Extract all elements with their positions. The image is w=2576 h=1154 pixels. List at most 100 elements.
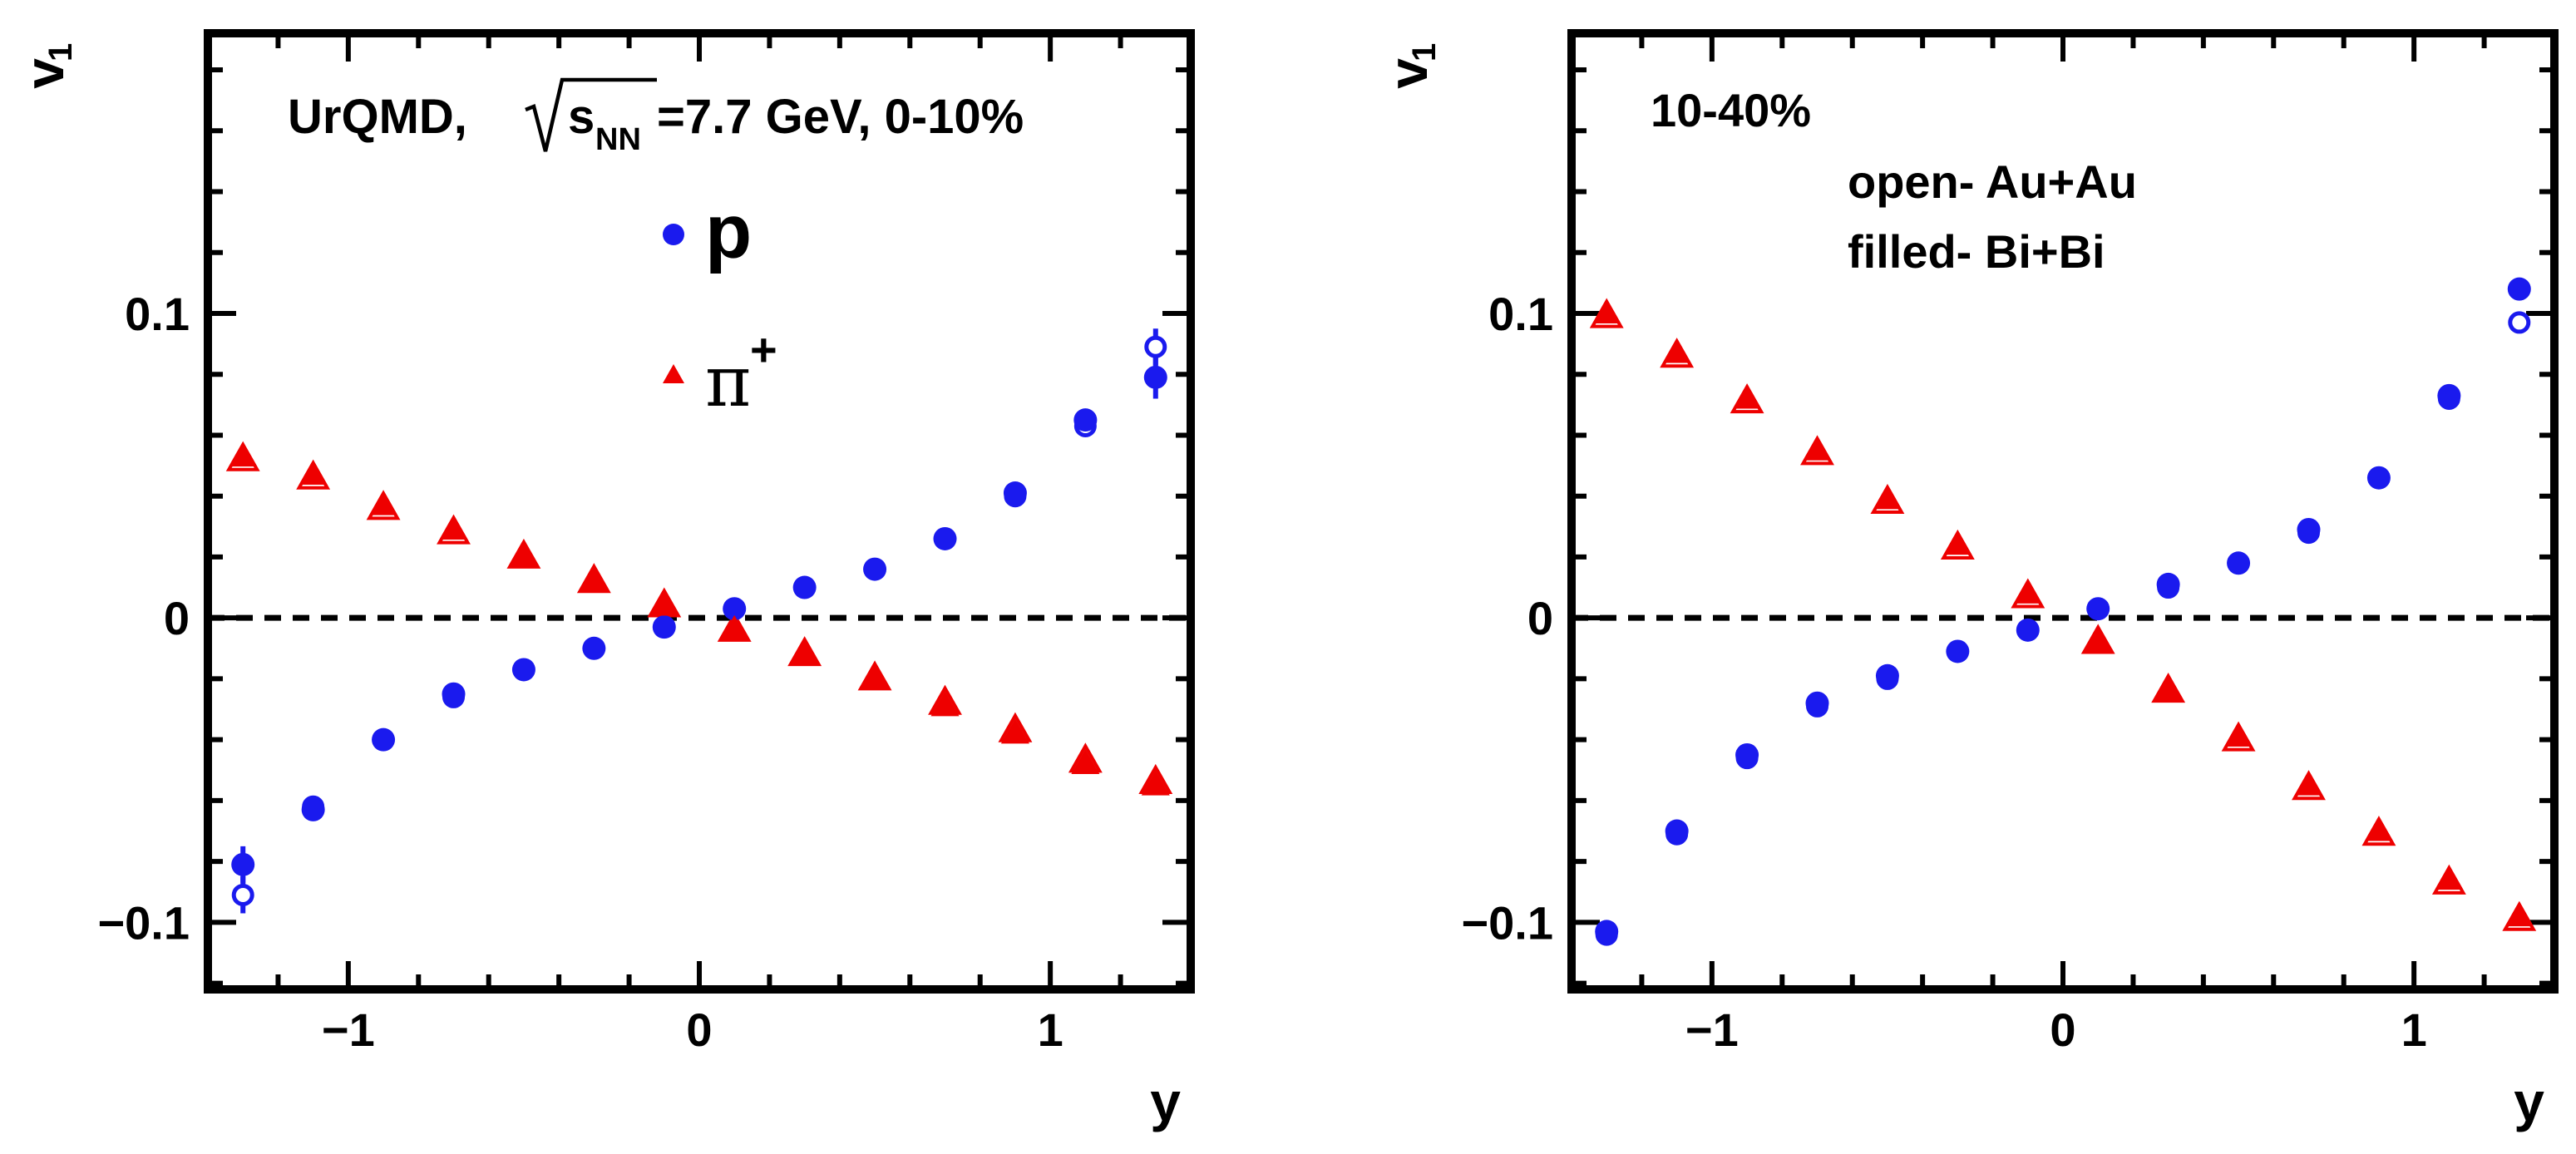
y-tick-label: 0.1 [1488, 288, 1553, 340]
data-point-filled-triangle [580, 566, 609, 592]
data-point-filled-triangle [930, 691, 960, 717]
data-point-filled-triangle [2154, 676, 2183, 702]
plot-area-right: −1 0 1 −0.1 0 0.1 [1461, 33, 2554, 1056]
data-point-filled-circle [1073, 408, 1098, 432]
data-point-filled-triangle [229, 441, 258, 467]
x-tick-label: 0 [686, 1004, 712, 1056]
data-point-filled-triangle [2435, 865, 2464, 890]
data-point-filled-circle [2507, 277, 2531, 301]
data-point-filled-circle [1946, 639, 1970, 663]
y-tick-label: 0.1 [125, 288, 190, 340]
legend-label-pi-sup: + [750, 323, 777, 376]
y-tick-label: −0.1 [97, 896, 190, 949]
data-point-filled-triangle [369, 490, 398, 515]
data-point-filled-triangle [2013, 578, 2042, 604]
data-point-filled-circle [442, 682, 466, 706]
data-point-filled-triangle [299, 460, 328, 486]
data-point-filled-circle [1805, 691, 1829, 715]
data-point-filled-triangle [1662, 338, 1691, 363]
annotation-energy: =7.7 GeV, 0-10% [657, 90, 1024, 144]
frame-left [204, 29, 1195, 994]
sqrt-sign [525, 77, 657, 152]
data-point-filled-triangle [1803, 435, 1832, 461]
data-point-filled-circle [1665, 819, 1689, 843]
x-axis-label-left: y [1150, 1071, 1181, 1132]
y-axis-label-text: v [13, 58, 75, 89]
series-pi+-BiBi-left [229, 441, 1170, 796]
legend-marker-pi [663, 364, 684, 383]
data-point-filled-circle [1595, 920, 1619, 944]
annotation-s: s [568, 90, 595, 144]
legend-label-pi: π [705, 341, 751, 422]
series-pi+-BiBi-right [1592, 298, 2534, 927]
data-point-open-circle [2508, 311, 2531, 334]
data-point-filled-circle [2437, 383, 2461, 407]
data-point-filled-circle [1003, 481, 1027, 505]
data-point-filled-circle [301, 797, 325, 821]
panel-right: −1 0 1 −0.1 0 0.1 v 1 y 10-40% open- Au+Au fi… [1377, 29, 2559, 1132]
data-point-filled-triangle [720, 614, 749, 640]
data-point-filled-triangle [2504, 901, 2534, 927]
data-point-filled-triangle [2084, 627, 2113, 653]
data-point-filled-triangle [439, 514, 468, 540]
data-point-filled-circle [1735, 742, 1759, 767]
x-axis-label-right: y [2514, 1071, 2544, 1132]
data-point-filled-circle [2227, 551, 2251, 575]
x-tick-label: 0 [2050, 1004, 2075, 1056]
note-open-right: open- Au+Au [1848, 155, 2137, 208]
data-point-open-circle [231, 883, 254, 906]
x-tick-label: 1 [1038, 1004, 1063, 1056]
data-point-filled-triangle [649, 590, 679, 616]
legend-label-p: p [705, 190, 752, 274]
data-point-filled-triangle [1873, 484, 1902, 510]
y-tick-label: 0 [164, 592, 190, 644]
data-point-filled-triangle [2294, 770, 2323, 796]
data-point-filled-circle [723, 597, 747, 621]
annotation-nn: NN [595, 122, 641, 157]
data-point-filled-triangle [1592, 298, 1621, 323]
data-point-filled-triangle [1733, 383, 1762, 409]
data-point-filled-circle [792, 575, 817, 599]
data-point-filled-triangle [2224, 722, 2253, 747]
data-point-filled-circle [1143, 365, 1167, 389]
data-point-filled-circle [231, 852, 255, 876]
data-point-filled-triangle [1000, 718, 1029, 744]
data-point-filled-triangle [2364, 816, 2393, 841]
annotation-left: UrQMD, s NN =7.7 GeV, 0-10% [288, 77, 1024, 157]
data-point-filled-triangle [1141, 770, 1170, 796]
panel-left: −1 0 1 −0.1 0 0.1 v 1 y UrQMD, s NN =7.7 GeV,… [13, 29, 1195, 1132]
data-point-filled-circle [2016, 618, 2040, 642]
frame-right [1567, 29, 2559, 994]
data-point-filled-triangle [1071, 748, 1100, 774]
y-axis-label-subscript: 1 [1406, 43, 1443, 62]
y-axis-label-text: v [1377, 58, 1439, 89]
y-axis-label-right: v 1 [1377, 43, 1443, 89]
data-point-filled-triangle [509, 541, 538, 567]
legend-left: p π + [663, 190, 777, 422]
data-point-filled-circle [2156, 572, 2180, 596]
data-point-filled-circle [933, 526, 957, 550]
x-tick-label: −1 [1685, 1004, 1739, 1056]
data-point-filled-circle [511, 658, 535, 682]
x-tick-label: 1 [2401, 1004, 2427, 1056]
data-point-filled-circle [2366, 466, 2391, 490]
data-point-filled-circle [652, 615, 676, 639]
data-point-open-circle [1144, 335, 1167, 358]
annotation-centrality-right: 10-40% [1651, 84, 1811, 136]
data-point-filled-circle [1875, 663, 1899, 688]
data-point-filled-circle [582, 636, 606, 660]
series-p-AuAu-left [231, 328, 1167, 914]
plot-area-left: −1 0 1 −0.1 0 0.1 [97, 33, 1191, 1056]
y-axis-label-left: v 1 [13, 43, 79, 89]
series-p-BiBi-right [1595, 277, 2531, 944]
series-p-BiBi-left [231, 356, 1167, 883]
data-point-filled-circle [2297, 517, 2321, 541]
data-point-filled-circle [863, 557, 887, 581]
data-point-filled-circle [372, 727, 396, 752]
y-tick-label: 0 [1527, 592, 1553, 644]
data-point-filled-triangle [1943, 530, 1972, 555]
note-filled-right: filled- Bi+Bi [1848, 225, 2105, 278]
data-point-filled-triangle [861, 663, 890, 689]
legend-marker-p [663, 224, 684, 245]
